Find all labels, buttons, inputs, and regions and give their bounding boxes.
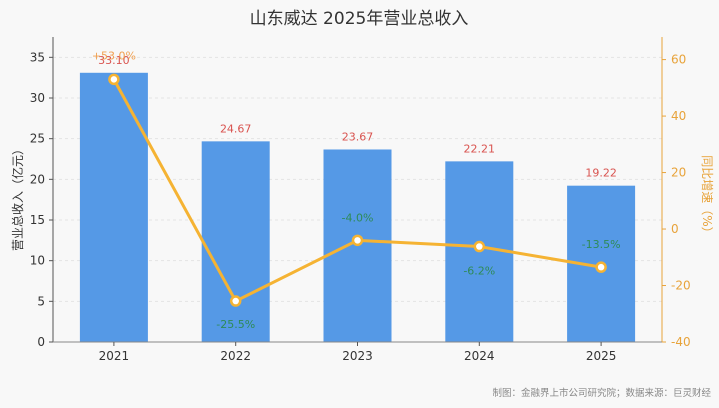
y2-tick-label: 0 — [671, 222, 679, 236]
y-tick-label: 25 — [30, 132, 45, 146]
growth-point — [229, 295, 242, 307]
x-tick-label: 2025 — [586, 349, 617, 363]
y-tick-label: 5 — [37, 294, 45, 308]
y2-tick-label: 20 — [671, 166, 686, 180]
x-tick-label: 2023 — [342, 349, 373, 363]
y-tick-label: 10 — [30, 254, 45, 268]
growth-value-label: -25.5% — [216, 318, 255, 331]
growth-point — [351, 234, 364, 247]
growth-point — [108, 73, 120, 86]
growth-point — [473, 240, 486, 253]
bar-value-label: 23.67 — [342, 130, 374, 143]
growth-point — [595, 261, 607, 273]
growth-value-label: -6.2% — [463, 265, 495, 278]
footer-source: 制图：金融界上市公司研究院；数据来源：巨灵财经 — [492, 387, 711, 399]
growth-value-label: -4.0% — [342, 211, 374, 224]
growth-value-label: +53.0% — [92, 49, 136, 62]
y2-axis-label: 同比增速（%） — [700, 155, 714, 238]
y-tick-label: 35 — [30, 50, 45, 64]
bar-value-label: 22.21 — [464, 142, 496, 155]
y-tick-label: 20 — [30, 172, 45, 186]
y2-tick-label: -40 — [671, 335, 691, 349]
growth-value-label: -13.5% — [582, 238, 621, 251]
growth-line: +53.0% -25.5% -4.0% -6.2% -13.5% — [92, 49, 621, 331]
y-tick-label: 15 — [30, 213, 45, 227]
y2-tick-label: 60 — [671, 53, 686, 67]
bar-value-label: 19.22 — [585, 167, 617, 180]
bar — [201, 141, 270, 342]
bar — [79, 72, 148, 342]
y2-tick-label: 40 — [671, 109, 686, 123]
y-tick-label: 0 — [37, 335, 45, 349]
bar-value-label: 24.67 — [220, 122, 252, 135]
chart-title: 山东威达 2025年营业总收入 — [250, 9, 469, 29]
x-tick-label: 2024 — [464, 349, 495, 363]
y2-tick-label: -20 — [671, 279, 691, 293]
x-tick-label: 2022 — [220, 349, 251, 363]
y-tick-label: 30 — [30, 91, 45, 105]
y-axis-label: 营业总收入（亿元） — [10, 143, 25, 251]
bar-labels: 33.10 24.67 23.67 22.21 19.22 — [98, 54, 617, 180]
x-tick-label: 2021 — [99, 349, 130, 363]
bar-value-label: 33.10 — [98, 54, 130, 67]
